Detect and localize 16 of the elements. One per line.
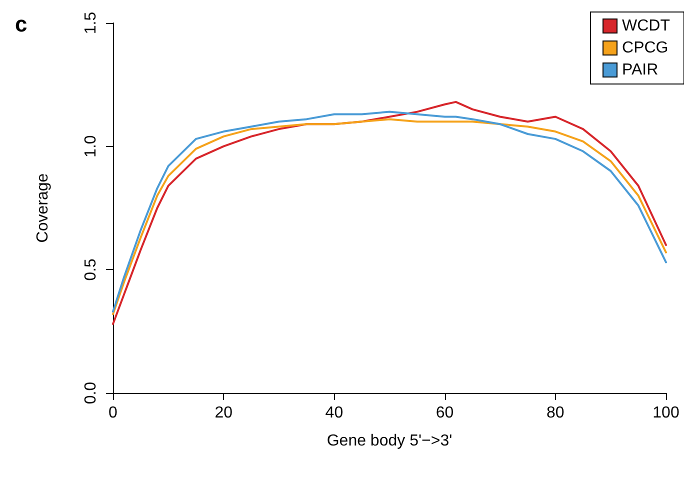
x-axis-title: Gene body 5'−>3': [326, 432, 452, 450]
y-axis-title: Coverage: [34, 173, 52, 243]
legend-label: CPCG: [622, 40, 668, 56]
legend-label: WCDT: [622, 18, 670, 34]
x-tick-label: 100: [652, 404, 680, 422]
y-tick-label: 1.0: [82, 135, 100, 158]
x-tick-label: 80: [546, 404, 564, 422]
x-tick-label: 0: [108, 404, 118, 422]
x-tick-label: 20: [214, 404, 233, 422]
text: c: [15, 12, 28, 36]
y-tick-label: 0.5: [82, 258, 100, 281]
x-tick-label: 60: [436, 404, 454, 422]
y-tick-label: 1.5: [82, 12, 100, 34]
x-tick-label: 40: [325, 404, 344, 422]
legend-label: PAIR: [622, 62, 658, 78]
y-tick-label: 0.0: [82, 382, 100, 404]
